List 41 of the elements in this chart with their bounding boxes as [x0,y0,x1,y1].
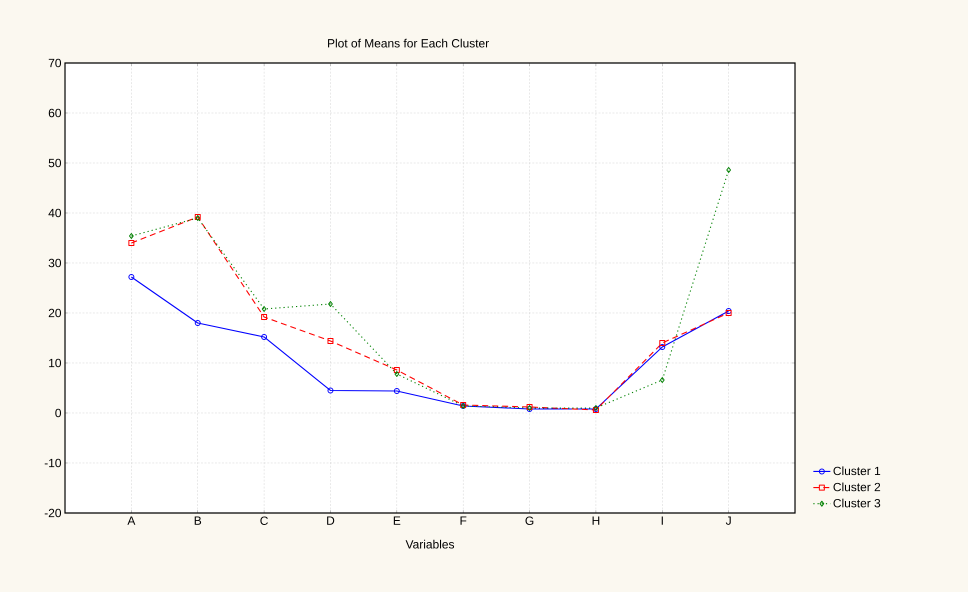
legend-label: Cluster 2 [834,482,880,492]
point [327,387,334,394]
y-tick-label: 0 [55,408,62,418]
legend-label: Cluster 1 [834,466,880,476]
y-tick-label: 30 [48,258,62,268]
y-tick-label: 10 [49,358,62,368]
point [128,240,134,246]
point [660,376,665,383]
y-tick-label: 60 [48,108,62,118]
y-tick-label: -20 [44,508,62,518]
y-tick-label: 20 [48,308,62,318]
point [262,306,266,312]
point [261,334,268,340]
x-tick-label: J [726,516,731,525]
x-tick-label: E [394,516,400,525]
y-tick-label: 40 [48,208,62,218]
point [659,340,666,346]
x-axis-title: Variables [406,540,454,549]
point [659,344,666,350]
x-tick-label: I [662,516,663,525]
x-tick-label: A [127,516,136,525]
x-tick-label: B [194,516,202,525]
point [261,314,268,320]
chart-title: Plot of Means for Each Cluster [328,38,489,48]
point [394,366,400,373]
x-tick-label: G [526,516,534,525]
point [394,370,400,377]
y-tick-label: 70 [48,58,62,68]
point [726,167,732,173]
x-tick-label: H [592,516,600,525]
y-tick-label: -10 [44,458,62,468]
x-tick-label: D [327,516,334,525]
y-tick-label: 50 [48,158,62,168]
x-tick-label: C [260,516,268,525]
x-tick-label: F [460,516,466,525]
point [328,301,333,307]
point [194,320,201,326]
point [129,233,134,239]
point [394,388,400,394]
legend-label: Cluster 3 [834,498,880,508]
point [327,338,334,344]
